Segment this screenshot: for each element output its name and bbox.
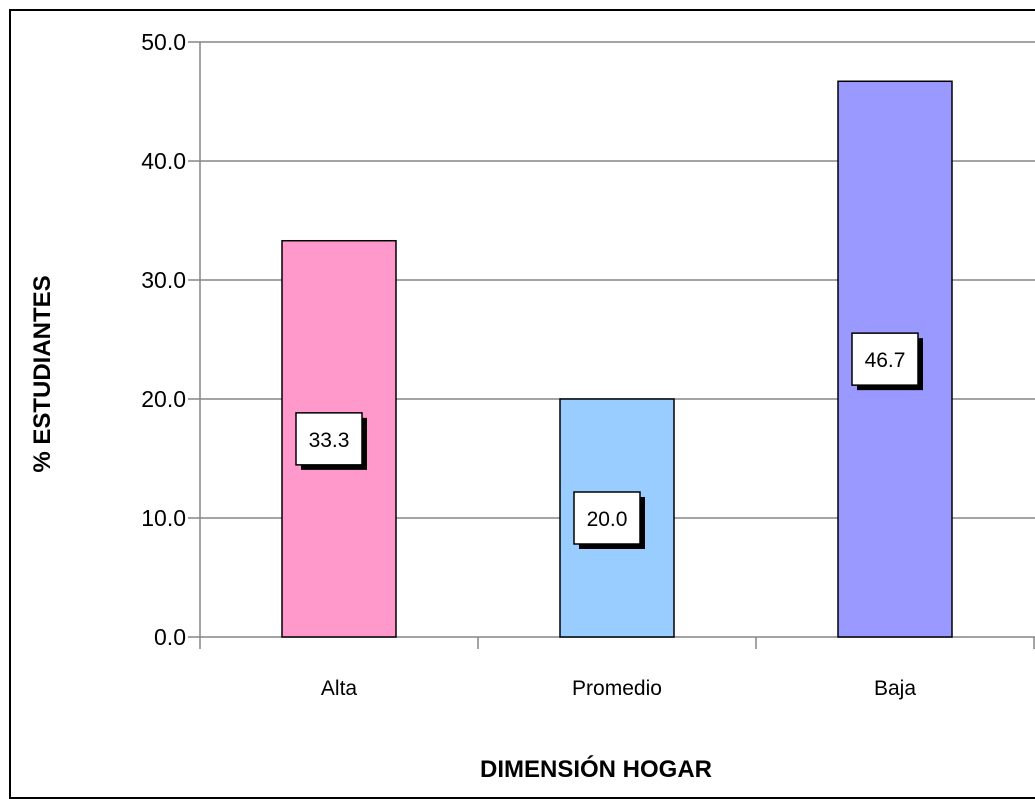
x-axis-title: DIMENSIÓN HOGAR — [480, 755, 712, 783]
data-label: 33.3 — [309, 429, 350, 452]
data-label-background — [573, 491, 641, 545]
y-tick-label: 40.0 — [141, 148, 186, 174]
y-tick-label: 10.0 — [141, 505, 186, 531]
x-tick-label: Alta — [321, 677, 358, 700]
data-labels: 33.3 20.0 46.7 — [295, 332, 923, 549]
x-tick-label: Promedio — [572, 677, 662, 700]
data-label-box: 20.0 — [573, 491, 645, 549]
data-label: 46.7 — [865, 349, 906, 372]
data-label-background — [295, 412, 363, 466]
y-tick-label: 0.0 — [154, 624, 186, 650]
data-label-box: 46.7 — [851, 332, 923, 391]
data-label-box: 33.3 — [295, 412, 367, 470]
y-tick-label: 20.0 — [141, 386, 186, 412]
x-tick-label: Baja — [874, 677, 916, 700]
y-tick-label: 50.0 — [141, 29, 186, 55]
y-axis-title: % ESTUDIANTES — [29, 275, 56, 472]
y-tick-label: 30.0 — [141, 267, 186, 293]
data-label-background — [851, 332, 919, 386]
tick-labels: 0.0 10.0 20.0 30.0 40.0 50.0 Alta Promedio Baja — [141, 29, 916, 700]
data-label: 20.0 — [587, 508, 628, 531]
